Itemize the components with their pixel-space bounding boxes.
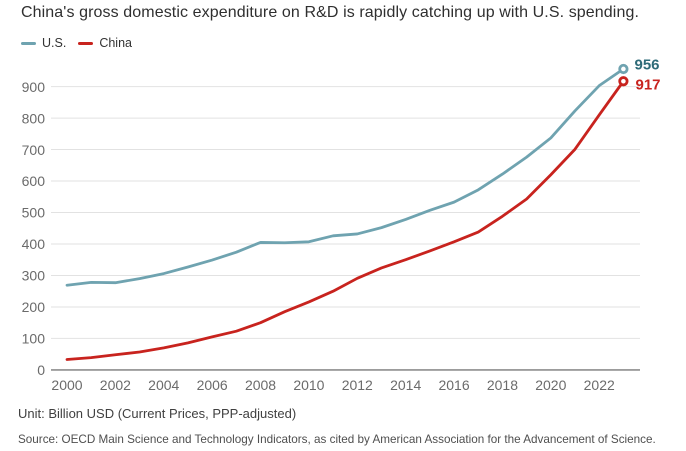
x-tick-label: 2006 [197,377,228,393]
legend: U.S. China [21,36,132,50]
us-end-marker [618,63,629,75]
y-tick-label: 700 [22,142,46,158]
x-tick-label: 2012 [342,377,373,393]
y-tick-label: 800 [22,110,46,126]
y-tick-label: 300 [22,268,46,284]
x-tick-label: 2020 [535,377,566,393]
x-tick-label: 2008 [245,377,276,393]
x-tick-label: 2018 [487,377,518,393]
x-tick-label: 2000 [51,377,82,393]
x-tick-label: 2002 [100,377,131,393]
x-tick-label: 2016 [438,377,469,393]
x-tick-label: 2014 [390,377,421,393]
y-tick-label: 600 [22,173,46,189]
unit-note: Unit: Billion USD (Current Prices, PPP-a… [18,406,297,421]
y-tick-label: 0 [37,362,45,378]
y-tick-label: 500 [22,205,46,221]
china-end-label: 917 [636,76,661,93]
us-end-label: 956 [635,56,660,73]
x-tick-label: 2010 [293,377,324,393]
y-tick-label: 900 [22,79,46,95]
us-line [65,67,625,287]
legend-item-china: China [78,36,132,50]
china-line-swatch [78,41,94,45]
legend-label-china: China [99,36,132,50]
source-note: Source: OECD Main Science and Technology… [18,433,656,446]
legend-item-us: U.S. [21,36,66,50]
y-tick-label: 200 [22,299,46,315]
us-line-swatch [21,41,36,45]
china-line [65,79,625,361]
china-end-marker [618,76,629,87]
y-tick-label: 400 [22,236,46,252]
x-tick-label: 2022 [584,377,615,393]
x-tick-label: 2004 [148,377,179,393]
y-tick-label: 100 [22,331,46,347]
legend-label-us: U.S. [42,36,67,50]
chart-title: China's gross domestic expenditure on R&… [21,4,639,21]
